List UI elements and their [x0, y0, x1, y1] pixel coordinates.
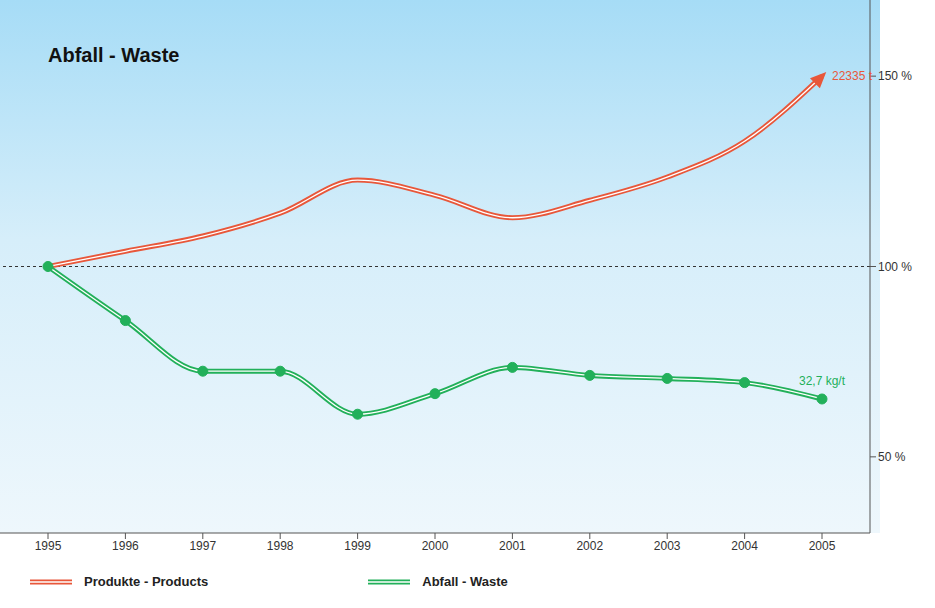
svg-text:22335 t: 22335 t — [832, 69, 873, 83]
html-text:Abfall - Waste: Abfall - Waste — [422, 574, 508, 589]
svg-text:2004: 2004 — [731, 539, 758, 553]
html-text:Abfall - Waste: Abfall - Waste — [48, 44, 180, 66]
svg-text:2002: 2002 — [576, 539, 603, 553]
svg-text:1999: 1999 — [344, 539, 371, 553]
svg-text:2000: 2000 — [422, 539, 449, 553]
svg-text:2005: 2005 — [809, 539, 836, 553]
svg-text:150 %: 150 % — [878, 69, 912, 83]
svg-text:50 %: 50 % — [878, 450, 906, 464]
svg-text:100 %: 100 % — [878, 260, 912, 274]
svg-text:1998: 1998 — [267, 539, 294, 553]
svg-text:2003: 2003 — [654, 539, 681, 553]
svg-text:1997: 1997 — [189, 539, 216, 553]
svg-text:1995: 1995 — [35, 539, 62, 553]
svg-text:2001: 2001 — [499, 539, 526, 553]
svg-text:32,7 kg/t: 32,7 kg/t — [799, 374, 846, 388]
svg-text:1996: 1996 — [112, 539, 139, 553]
html-text:Produkte - Products: Produkte - Products — [84, 574, 209, 589]
